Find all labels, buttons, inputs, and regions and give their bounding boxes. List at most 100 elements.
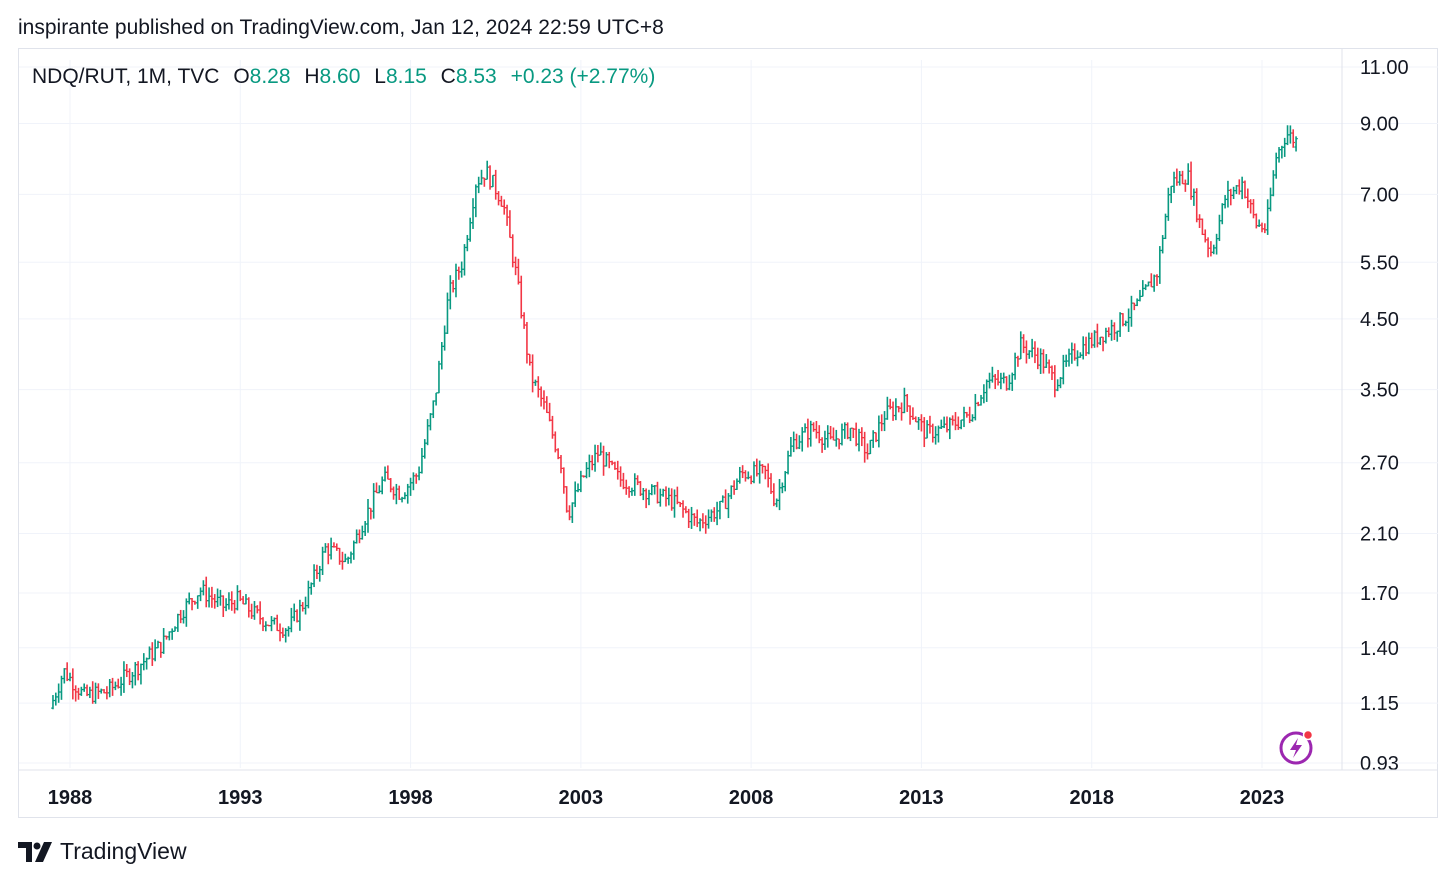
ohlc-bar: [397, 485, 402, 500]
ohlc-bar: [1018, 331, 1023, 360]
ohlc-bar: [173, 626, 177, 632]
ohlc-bar: [686, 508, 691, 528]
ohlc-bar: [261, 617, 265, 632]
x-tick-label: 2008: [729, 787, 774, 809]
ohlc-bar: [834, 429, 839, 447]
ohlc-bar: [354, 529, 359, 544]
ohlc-bar: [669, 488, 674, 511]
ohlc-bar: [264, 621, 268, 632]
ohlc-bar: [1135, 298, 1139, 307]
ohlc-bar: [695, 509, 700, 528]
ohlc-bar: [300, 602, 305, 612]
ohlc-bar: [167, 631, 172, 641]
ohlc-bar: [204, 576, 209, 608]
ohlc-bar: [706, 509, 711, 529]
ohlc-bar: [519, 275, 524, 319]
ohlc-bar: [718, 500, 722, 520]
ohlc-bar: [425, 419, 430, 446]
ohlc-bar: [766, 463, 770, 488]
ohlc-bar: [227, 592, 231, 610]
ohlc-bar: [1106, 327, 1111, 338]
ohlc-bar: [315, 564, 319, 580]
ohlc-bar: [862, 431, 867, 463]
ohlc-bar: [746, 471, 751, 480]
ohlc-bar: [692, 513, 697, 526]
ohlc-bar: [942, 416, 946, 429]
ohlc-bar: [652, 485, 657, 495]
ohlc-bar: [726, 493, 731, 519]
ohlc-bar: [269, 616, 274, 632]
ohlc-bar: [564, 486, 569, 513]
ohlc-bar: [323, 543, 328, 553]
ohlc-bar: [587, 454, 592, 478]
ohlc-bar: [1180, 170, 1185, 185]
ohlc-bar: [840, 423, 844, 446]
y-tick-label: 2.70: [1360, 453, 1399, 475]
y-tick-label: 5.50: [1360, 252, 1399, 274]
ohlc-bar: [800, 427, 805, 452]
ohlc-bar: [1214, 233, 1219, 255]
ohlc-bar: [1166, 187, 1171, 221]
y-tick-label: 3.50: [1360, 380, 1399, 402]
ohlc-bar: [1231, 186, 1236, 199]
ohlc-bar: [845, 422, 850, 440]
lightning-bolt-icon[interactable]: [1278, 729, 1314, 765]
ohlc-bar: [1098, 336, 1103, 346]
ohlc-bar: [428, 413, 433, 431]
tradingview-brand[interactable]: TradingView: [18, 838, 187, 865]
ohlc-bar: [1024, 340, 1029, 364]
ohlc-bar: [982, 384, 986, 404]
ohlc-bar: [65, 662, 69, 682]
ohlc-bar: [1211, 244, 1216, 255]
ohlc-bar: [73, 685, 78, 702]
ohlc-bar: [360, 525, 365, 540]
ohlc-bar: [542, 390, 546, 410]
ohlc-bar: [1209, 241, 1213, 257]
ohlc-bar: [127, 668, 132, 686]
ohlc-bar: [1038, 348, 1043, 374]
symbol-label[interactable]: NDQ/RUT, 1M, TVC: [32, 65, 220, 88]
ohlc-bar: [221, 595, 226, 618]
ohlc-bar: [772, 483, 776, 507]
ohlc-bar: [147, 646, 152, 660]
high-label: H: [304, 65, 320, 88]
ohlc-bar: [400, 496, 404, 503]
ohlc-bar: [814, 421, 819, 439]
ohlc-bar: [1274, 152, 1278, 179]
ohlc-bar: [1129, 295, 1134, 327]
ohlc-bar: [1192, 188, 1196, 206]
ohlc-bar: [122, 661, 126, 693]
ohlc-bar: [894, 398, 898, 421]
ohlc-bar: [913, 416, 918, 423]
ohlc-bar: [562, 467, 566, 494]
ohlc-bar: [1021, 334, 1026, 354]
ohlc-bar: [916, 416, 921, 430]
ohlc-bar: [1237, 179, 1242, 195]
ohlc-bar: [865, 443, 870, 460]
x-tick-label: 2013: [899, 787, 944, 809]
close-value: 8.53: [455, 65, 497, 88]
ohlc-bar: [1246, 188, 1250, 209]
ohlc-bar: [1265, 199, 1270, 235]
ohlc-bar: [567, 505, 572, 521]
ohlc-bar: [723, 489, 728, 510]
ohlc-bar: [229, 591, 234, 611]
ohlc-bar: [394, 483, 399, 505]
open-value: 8.28: [249, 65, 291, 88]
chart-frame: [18, 48, 1438, 818]
ohlc-bar: [1217, 214, 1222, 242]
ohlc-bar: [1194, 188, 1199, 223]
ohlc-bar: [1183, 179, 1188, 192]
ohlc-bar: [1075, 350, 1080, 367]
ohlc-bar: [879, 414, 884, 432]
ohlc-bar: [860, 427, 864, 447]
y-tick-label: 4.50: [1360, 309, 1399, 331]
ohlc-bar: [573, 481, 577, 508]
ohlc-bar: [737, 466, 742, 484]
ohlc-bar: [624, 479, 629, 495]
ohlc-bar: [1158, 246, 1162, 284]
ohlc-bar: [178, 609, 183, 624]
ohlc-bar: [1257, 219, 1261, 227]
ohlc-bar: [806, 418, 810, 448]
